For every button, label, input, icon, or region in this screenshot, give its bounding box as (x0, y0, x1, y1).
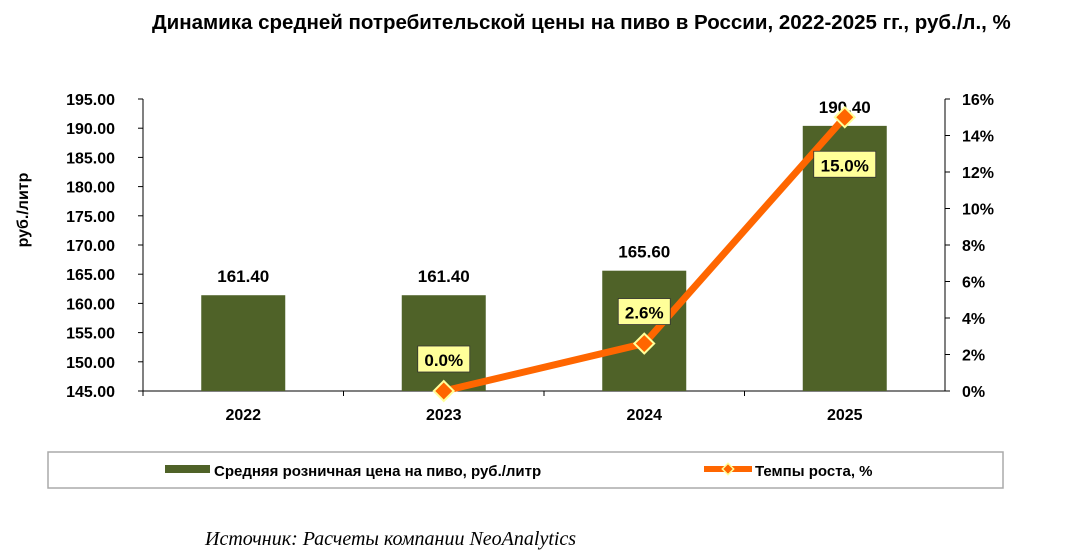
y-tick-label: 165.00 (66, 267, 115, 284)
x-tick-label: 2025 (827, 407, 863, 424)
y-tick-label: 170.00 (66, 238, 115, 255)
chart-title: Динамика средней потребительской цены на… (152, 11, 1011, 34)
growth-label-box (617, 298, 671, 325)
legend-label-bar: Средняя розничная цена на пиво, руб./лит… (214, 463, 541, 480)
bar-label: 165.60 (618, 243, 670, 262)
y2-tick-label: 2% (962, 348, 985, 365)
y2-tick-label: 12% (962, 165, 994, 182)
growth-marker (632, 332, 656, 355)
legend-swatch-bar (165, 465, 210, 473)
growth-marker (833, 105, 857, 129)
growth-label: 15.0% (821, 156, 869, 175)
y-tick-label: 185.00 (66, 150, 115, 167)
bar-2022 (201, 295, 286, 391)
y-tick-label: 150.00 (66, 355, 115, 372)
bar-label: 161.40 (418, 267, 470, 286)
y-tick-label: 190.00 (66, 121, 115, 138)
bar-label: 161.40 (217, 267, 269, 286)
y-tick-label: 160.00 (66, 296, 115, 313)
growth-label: 2.6% (625, 304, 664, 323)
y2-tick-label: 0% (962, 384, 985, 401)
y-tick-label: 180.00 (66, 180, 115, 197)
y-tick-label: 175.00 (66, 209, 115, 226)
y2-tick-label: 8% (962, 238, 985, 255)
y2-tick-label: 10% (962, 202, 994, 219)
y-tick-label: 155.00 (66, 326, 115, 343)
growth-label-box (417, 345, 471, 373)
y-tick-label: 145.00 (66, 384, 115, 401)
x-tick-label: 2024 (626, 407, 662, 424)
y2-tick-label: 6% (962, 275, 985, 292)
growth-marker (432, 379, 456, 403)
bar-2024 (602, 270, 687, 391)
growth-label: 0.0% (424, 351, 463, 370)
y-tick-label: 195.00 (66, 92, 115, 109)
y-axis-label: руб./литр (15, 172, 32, 247)
legend-label-line: Темпы роста, % (755, 463, 873, 480)
x-tick-label: 2023 (426, 407, 462, 424)
y2-tick-label: 16% (962, 92, 994, 109)
bar-2023 (401, 295, 486, 391)
legend-swatch-marker (721, 462, 735, 476)
x-tick-label: 2022 (225, 407, 261, 424)
y2-tick-label: 14% (962, 129, 994, 146)
growth-label-box (813, 150, 877, 178)
y2-tick-label: 4% (962, 311, 985, 328)
